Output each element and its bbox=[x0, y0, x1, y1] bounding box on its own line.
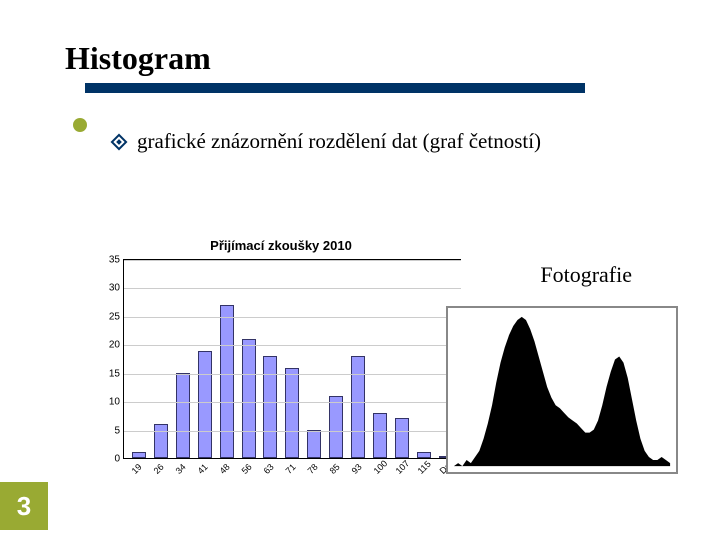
chart-bar bbox=[351, 356, 365, 458]
chart-y-tick: 20 bbox=[100, 340, 120, 351]
chart-y-tick: 25 bbox=[100, 311, 120, 322]
diamond-bullet-icon bbox=[111, 133, 128, 150]
bullet-row: grafické znázornění rozdělení dat (graf … bbox=[113, 129, 700, 154]
chart-bar bbox=[176, 373, 190, 458]
slide-title: Histogram bbox=[65, 40, 700, 77]
chart-bar bbox=[220, 305, 234, 458]
photo-histogram-svg bbox=[448, 308, 676, 472]
chart-y-tick: 10 bbox=[100, 397, 120, 408]
chart-gridline bbox=[124, 374, 461, 375]
chart-bar bbox=[373, 413, 387, 458]
chart-title: Přijímací zkoušky 2010 bbox=[101, 238, 461, 253]
chart-bar bbox=[263, 356, 277, 458]
chart-y-tick: 35 bbox=[100, 255, 120, 266]
chart-bar bbox=[132, 452, 146, 458]
title-underline bbox=[85, 83, 585, 93]
chart-gridline bbox=[124, 345, 461, 346]
chart-bar bbox=[395, 418, 409, 458]
chart-plot-area: 05101520253035 bbox=[123, 259, 461, 459]
chart-gridline bbox=[124, 402, 461, 403]
accent-dot-icon bbox=[73, 118, 87, 132]
chart-gridline bbox=[124, 288, 461, 289]
slide-content: Histogram grafické znázornění rozdělení … bbox=[65, 40, 700, 520]
chart-bar bbox=[198, 351, 212, 458]
bullet-text: grafické znázornění rozdělení dat (graf … bbox=[137, 129, 541, 154]
photo-label: Fotografie bbox=[540, 262, 632, 288]
chart-y-tick: 15 bbox=[100, 368, 120, 379]
chart-bars bbox=[124, 260, 461, 459]
chart-gridline bbox=[124, 260, 461, 261]
chart-bar bbox=[307, 430, 321, 458]
chart-bar bbox=[285, 368, 299, 459]
chart-x-axis: 1926344148566371788593100107115Další bbox=[123, 459, 461, 497]
chart-bar bbox=[154, 424, 168, 458]
photo-histogram bbox=[446, 306, 678, 474]
chart-bar bbox=[329, 396, 343, 458]
chart-bar bbox=[242, 339, 256, 458]
bar-chart: Přijímací zkoušky 2010 05101520253035 19… bbox=[101, 238, 461, 498]
chart-y-tick: 0 bbox=[100, 454, 120, 465]
chart-gridline bbox=[124, 431, 461, 432]
page-number: 3 bbox=[0, 482, 48, 530]
chart-y-tick: 30 bbox=[100, 283, 120, 294]
chart-y-tick: 5 bbox=[100, 425, 120, 436]
chart-bar bbox=[417, 452, 431, 458]
chart-gridline bbox=[124, 317, 461, 318]
